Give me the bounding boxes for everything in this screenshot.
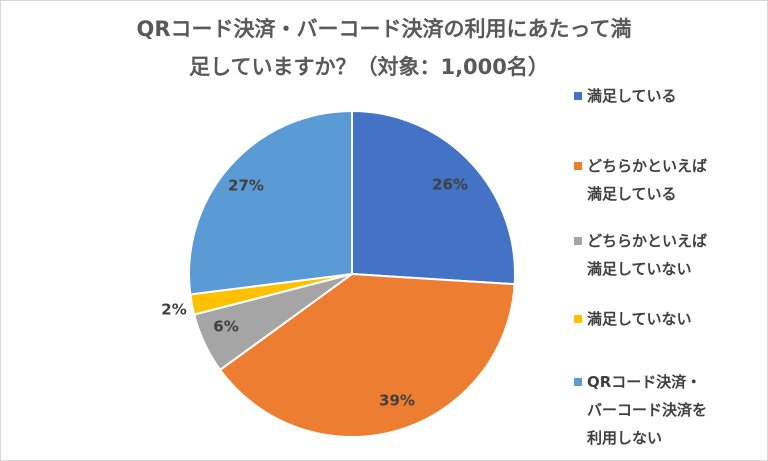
chart-title: QRコード決済・バーコード決済の利用にあたって満 足していますか？（対象：1,0… xyxy=(0,10,768,86)
legend-swatch-4 xyxy=(574,315,582,323)
data-label-3: 6% xyxy=(213,318,238,336)
legend-label-2: どちらかといえば 満足している xyxy=(587,157,708,203)
legend-label-4: 満足していない xyxy=(587,310,692,328)
chart-title-line-2: 足していますか？（対象：1,000名） xyxy=(189,55,549,79)
legend-label-5: QRコード決済・ バーコード決済を 利用しない xyxy=(587,373,708,447)
pie-slice-1 xyxy=(351,109,517,286)
data-label-5: 27% xyxy=(228,177,264,195)
legend-swatch-1 xyxy=(574,92,582,100)
data-label-2: 39% xyxy=(379,392,415,410)
pie-slice-2 xyxy=(218,272,516,438)
legend-swatch-3 xyxy=(574,237,582,245)
data-label-1: 26% xyxy=(432,176,468,194)
chart-title-line-1: QRコード決済・バーコード決済の利用にあたって満 xyxy=(136,17,632,41)
legend-swatch-5 xyxy=(574,378,582,386)
legend-swatch-2 xyxy=(574,162,582,170)
legend-label-3: どちらかといえば 満足していない xyxy=(587,232,708,278)
legend-label-1: 満足している xyxy=(587,87,677,105)
data-label-4: 2% xyxy=(161,301,186,319)
pie-slice-5 xyxy=(188,109,353,296)
